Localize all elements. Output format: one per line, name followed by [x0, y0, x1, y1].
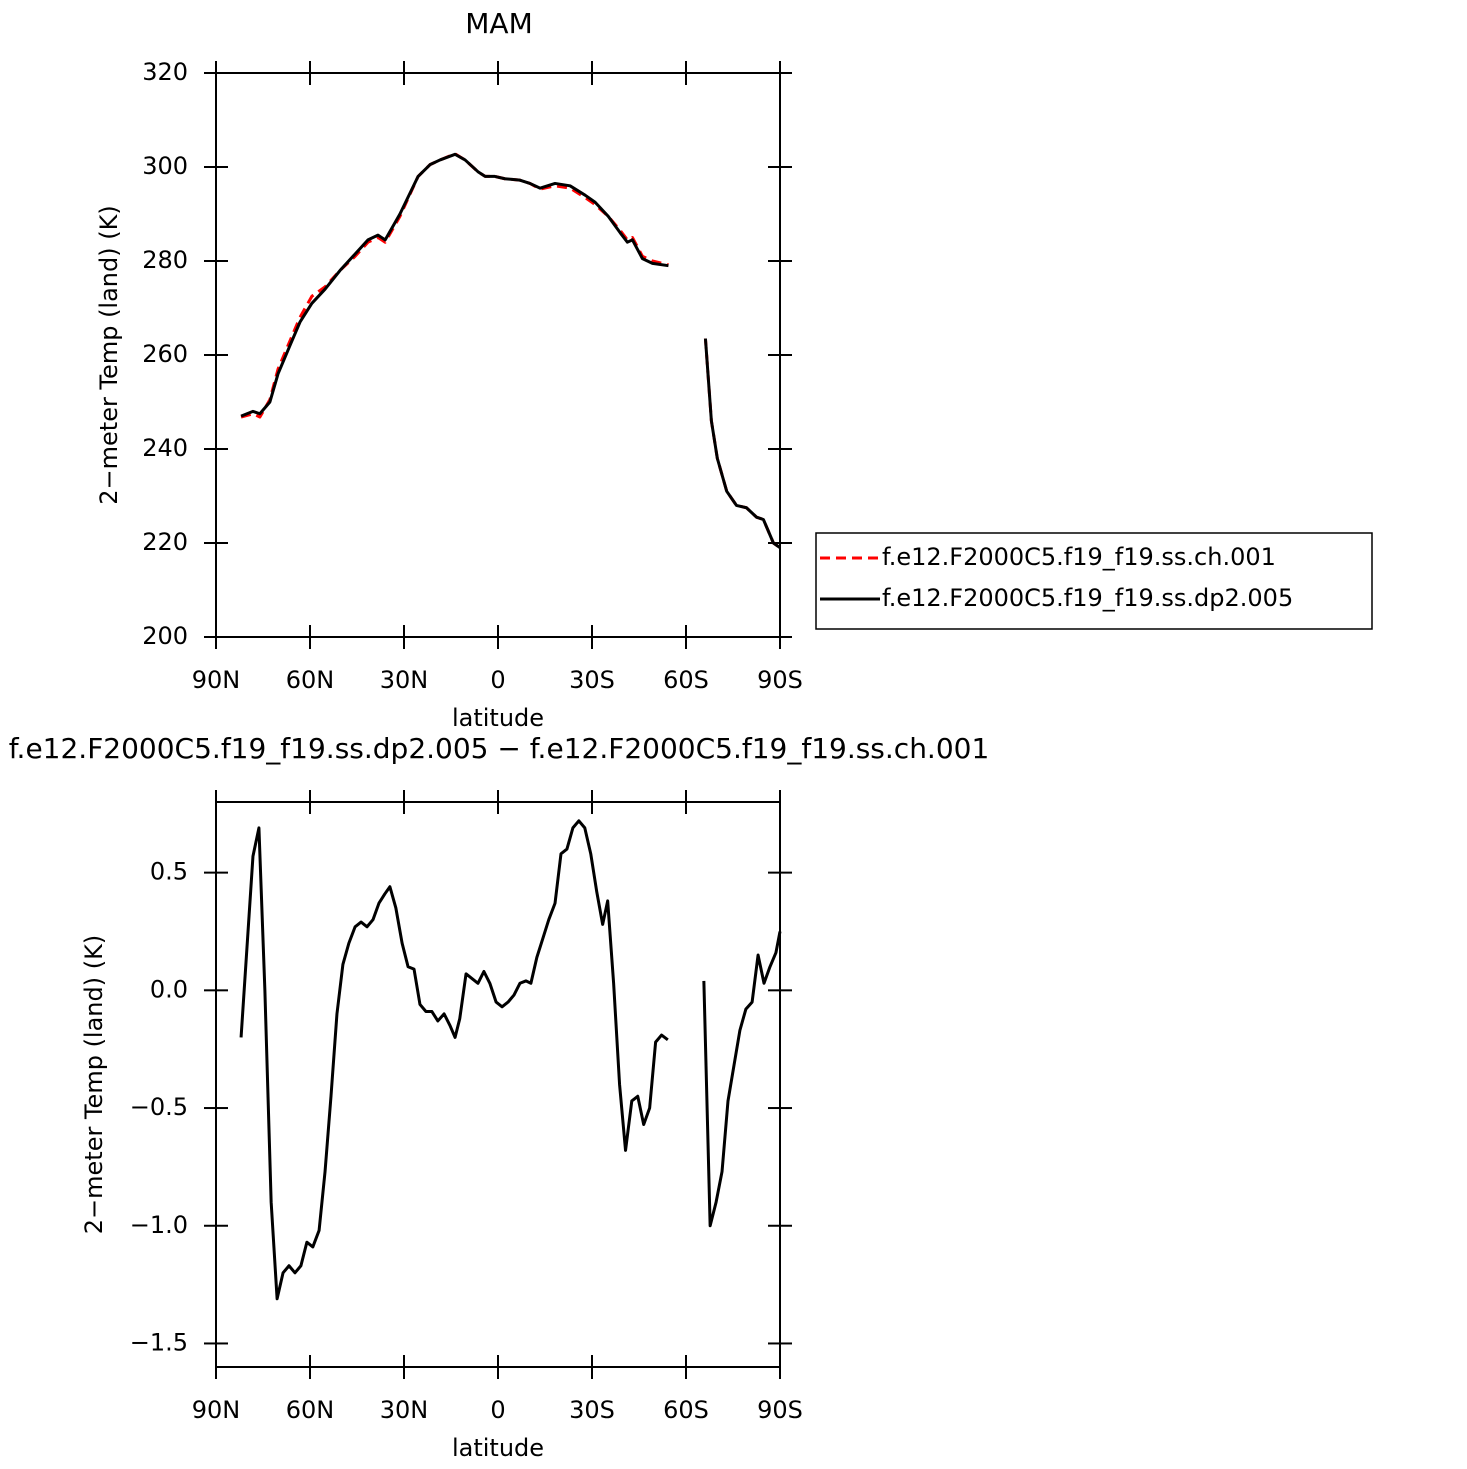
y-axis-label: 2−meter Temp (land) (K) — [95, 205, 123, 504]
x-tick-label: 0 — [490, 666, 505, 694]
x-tick-label: 90S — [757, 1396, 803, 1424]
x-tick-label: 30N — [380, 1396, 429, 1424]
y-tick-label: 0.5 — [150, 858, 188, 886]
legend-box — [815, 532, 1373, 630]
series-line — [240, 152, 781, 549]
y-tick-label: 300 — [142, 152, 188, 180]
x-tick-label: 60N — [286, 666, 335, 694]
chart-title: MAM — [465, 7, 532, 40]
x-tick-label: 90N — [192, 1396, 241, 1424]
y-tick-label: 240 — [142, 434, 188, 462]
plot-frame — [215, 72, 781, 638]
x-axis-label: latitude — [452, 704, 544, 732]
legend-label: f.e12.F2000C5.f19_f19.ss.ch.001 — [882, 543, 1276, 571]
x-axis-label: latitude — [452, 1434, 544, 1462]
x-tick-label: 90N — [192, 666, 241, 694]
y-tick-label: 280 — [142, 246, 188, 274]
series-line — [240, 152, 781, 549]
y-tick-label: 320 — [142, 58, 188, 86]
chart-title: f.e12.F2000C5.f19_f19.ss.dp2.005 − f.e12… — [9, 732, 990, 765]
y-tick-label: −1.5 — [130, 1328, 188, 1356]
x-tick-label: 60N — [286, 1396, 335, 1424]
series-line — [239, 819, 782, 1301]
plot-frame — [215, 801, 781, 1368]
y-tick-label: 260 — [142, 340, 188, 368]
y-tick-label: −1.0 — [130, 1211, 188, 1239]
x-tick-label: 60S — [663, 1396, 709, 1424]
y-tick-label: 0.0 — [150, 975, 188, 1003]
legend-label: f.e12.F2000C5.f19_f19.ss.dp2.005 — [882, 584, 1293, 612]
y-tick-label: 200 — [142, 622, 188, 650]
y-tick-label: 220 — [142, 528, 188, 556]
y-axis-label: 2−meter Temp (land) (K) — [80, 935, 108, 1234]
x-tick-label: 60S — [663, 666, 709, 694]
y-tick-label: −0.5 — [130, 1093, 188, 1121]
x-tick-label: 30N — [380, 666, 429, 694]
x-tick-label: 30S — [569, 666, 615, 694]
x-tick-label: 0 — [490, 1396, 505, 1424]
x-tick-label: 90S — [757, 666, 803, 694]
x-tick-label: 30S — [569, 1396, 615, 1424]
